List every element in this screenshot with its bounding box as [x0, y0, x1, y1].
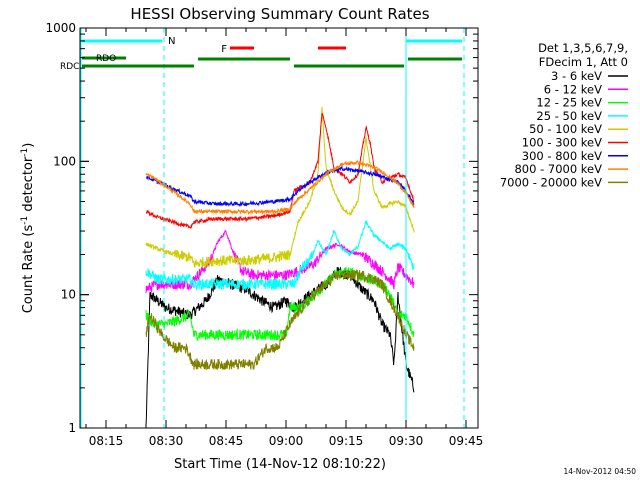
- legend-header-line-2: FDecim 1, Att 0: [539, 55, 628, 69]
- night-label: N: [168, 36, 175, 47]
- series-line-4: [145, 220, 415, 292]
- y-tick-label: 1000: [45, 21, 76, 35]
- series-line-6: [145, 112, 415, 230]
- y-tick-label: 1: [68, 421, 76, 435]
- x-tick-label: 09:00: [269, 434, 304, 448]
- x-tick-label: 09:15: [329, 434, 364, 448]
- footer-timestamp: 14-Nov-2012 04:50: [564, 467, 637, 476]
- y-tick-label: 10: [61, 288, 76, 302]
- series-line-1: [145, 267, 415, 427]
- legend-label-3: 12 - 25 keV: [536, 96, 602, 110]
- legend-label-1: 3 - 6 keV: [551, 69, 602, 83]
- x-axis-label: Start Time (14-Nov-12 08:10:22): [174, 457, 386, 472]
- flare-label: F: [221, 44, 227, 55]
- rdc-label: RDC: [60, 62, 79, 72]
- axis-layer: 1 10 100 1000 08:15 08:30 08:45 09:00 09:15 09:30…: [45, 21, 483, 448]
- legend-label-6: 100 - 300 keV: [522, 136, 602, 150]
- chart-title: HESSI Observing Summary Count Rates: [130, 5, 429, 23]
- series-line-9: [145, 268, 415, 371]
- legend-label-9: 7000 - 20000 keV: [500, 175, 602, 189]
- series-line-3: [145, 266, 415, 342]
- legend-header-line-1: Det 1,3,5,6,7,9,: [538, 41, 628, 55]
- plot-frame: [79, 27, 479, 429]
- legend-label-7: 300 - 800 keV: [522, 149, 602, 163]
- series-line-8: [145, 160, 415, 216]
- series-layer: [145, 106, 415, 427]
- legend-label-4: 25 - 50 keV: [536, 109, 602, 123]
- legend-label-5: 50 - 100 keV: [529, 122, 602, 136]
- x-tick-label: 08:45: [209, 434, 244, 448]
- series-line-5: [145, 106, 415, 269]
- series-line-7: [145, 166, 415, 208]
- x-tick-label: 08:15: [89, 434, 124, 448]
- x-tick-label: 08:30: [149, 434, 184, 448]
- rdo-label: RDO: [96, 54, 116, 64]
- legend-label-2: 6 - 12 keV: [544, 82, 602, 96]
- y-axis-label: Count Rate (s-1 detector-1): [20, 143, 36, 314]
- y-tick-label: 100: [53, 154, 76, 168]
- x-tick-label: 09:30: [389, 434, 424, 448]
- annotation-layer: N F RDO RDC: [60, 28, 465, 428]
- x-tick-label: 09:45: [449, 434, 484, 448]
- legend-label-8: 800 - 7000 keV: [514, 162, 602, 176]
- legend: Det 1,3,5,6,7,9, FDecim 1, Att 0 3 - 6 k…: [500, 41, 628, 189]
